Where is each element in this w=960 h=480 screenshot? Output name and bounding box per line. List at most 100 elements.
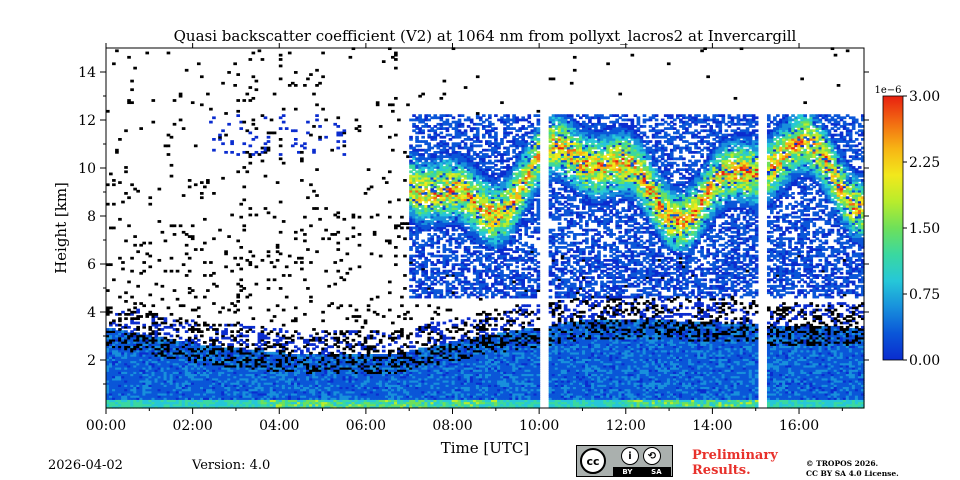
heatmap-cell xyxy=(409,185,413,189)
heatmap-cell xyxy=(172,323,177,327)
heatmap-cell xyxy=(278,77,283,81)
heatmap-cell xyxy=(381,362,386,366)
heatmap-cell xyxy=(215,395,219,398)
heatmap-cell xyxy=(409,246,413,249)
heatmap-cell xyxy=(387,241,392,245)
heatmap-cell xyxy=(415,131,419,135)
heatmap-cell xyxy=(145,345,150,349)
heatmap-cell xyxy=(315,371,319,375)
heatmap-cell xyxy=(118,332,122,336)
heatmap-cell xyxy=(139,336,143,340)
heatmap-cell xyxy=(206,388,210,392)
heatmap-cell xyxy=(236,356,241,359)
heatmap-cell xyxy=(415,265,419,269)
heatmap-cell xyxy=(342,278,347,282)
heatmap-cell xyxy=(351,315,356,318)
heatmap-cell xyxy=(130,360,134,364)
heatmap-cell xyxy=(139,338,143,342)
heatmap-cell xyxy=(248,377,253,381)
heatmap-cell xyxy=(433,291,438,295)
heatmap-cell xyxy=(215,384,219,387)
heatmap-cell xyxy=(233,369,237,372)
heatmap-cell xyxy=(227,377,231,381)
heatmap-cell xyxy=(260,332,265,336)
heatmap-cell xyxy=(366,187,371,191)
heatmap-cell xyxy=(245,403,250,407)
heatmap-cell xyxy=(209,377,213,381)
heatmap-cell xyxy=(175,334,180,338)
heatmap-cell xyxy=(196,345,201,349)
heatmap-cell xyxy=(427,226,432,230)
heatmap-cell xyxy=(436,388,441,392)
heatmap-cell xyxy=(236,382,241,385)
heatmap-cell xyxy=(290,319,295,323)
heatmap-cell xyxy=(233,399,237,403)
heatmap-cell xyxy=(148,392,153,396)
heatmap-cell xyxy=(424,356,428,359)
heatmap-cell xyxy=(254,351,259,355)
heatmap-cell xyxy=(384,401,389,405)
heatmap-cell xyxy=(293,397,298,400)
heatmap-cell xyxy=(439,207,444,210)
heatmap-cell xyxy=(257,338,262,342)
heatmap-cell xyxy=(187,343,192,346)
heatmap-cell xyxy=(409,166,413,169)
heatmap-cell xyxy=(433,159,438,163)
heatmap-cell xyxy=(212,282,216,286)
heatmap-cell xyxy=(303,215,307,219)
heatmap-cell xyxy=(172,371,177,375)
heatmap-cell xyxy=(190,308,195,312)
heatmap-cell xyxy=(148,254,153,258)
heatmap-cell xyxy=(442,174,447,178)
heatmap-cell xyxy=(400,215,404,219)
heatmap-cell xyxy=(118,366,122,370)
heatmap-cell xyxy=(321,364,325,368)
heatmap-cell xyxy=(339,360,344,364)
heatmap-cell xyxy=(184,386,189,390)
heatmap-cell xyxy=(284,369,289,372)
heatmap-cell xyxy=(336,248,341,251)
heatmap-cell xyxy=(415,371,419,375)
heatmap-cell xyxy=(372,362,377,366)
heatmap-cell xyxy=(199,405,204,409)
heatmap-cell xyxy=(418,388,422,392)
heatmap-cell xyxy=(342,386,347,390)
heatmap-cell xyxy=(142,269,147,273)
heatmap-cell xyxy=(172,395,177,398)
heatmap-cell xyxy=(415,222,419,225)
heatmap-cell xyxy=(133,388,137,392)
heatmap-cell xyxy=(427,224,432,228)
heatmap-cell xyxy=(439,194,444,197)
heatmap-cell xyxy=(130,384,134,387)
heatmap-cell xyxy=(400,373,404,377)
heatmap-cell xyxy=(351,364,356,368)
heatmap-cell xyxy=(154,388,159,392)
heatmap-cell xyxy=(354,401,359,405)
heatmap-cell xyxy=(248,207,253,210)
heatmap-cell xyxy=(406,382,410,385)
heatmap-cell xyxy=(196,382,201,385)
heatmap-cell xyxy=(436,246,441,249)
heatmap-cell xyxy=(148,375,153,379)
heatmap-cell xyxy=(375,358,380,362)
heatmap-cell xyxy=(206,403,210,407)
heatmap-cell xyxy=(418,243,422,247)
heatmap-cell xyxy=(357,129,362,133)
heatmap-cell xyxy=(239,202,244,206)
heatmap-cell xyxy=(236,395,241,398)
heatmap-cell xyxy=(312,390,316,394)
heatmap-cell xyxy=(439,358,444,362)
heatmap-cell xyxy=(381,366,386,370)
heatmap-cell xyxy=(300,228,304,232)
heatmap-cell xyxy=(193,386,198,390)
heatmap-cell xyxy=(190,341,195,344)
heatmap-cell xyxy=(363,392,368,396)
heatmap-cell xyxy=(284,373,289,377)
heatmap-cell xyxy=(369,384,374,387)
heatmap-cell xyxy=(196,379,201,383)
heatmap-cell xyxy=(163,392,168,396)
heatmap-cell xyxy=(442,142,447,146)
heatmap-cell xyxy=(175,364,180,368)
heatmap-cell xyxy=(199,369,204,372)
heatmap-cell xyxy=(363,388,368,392)
